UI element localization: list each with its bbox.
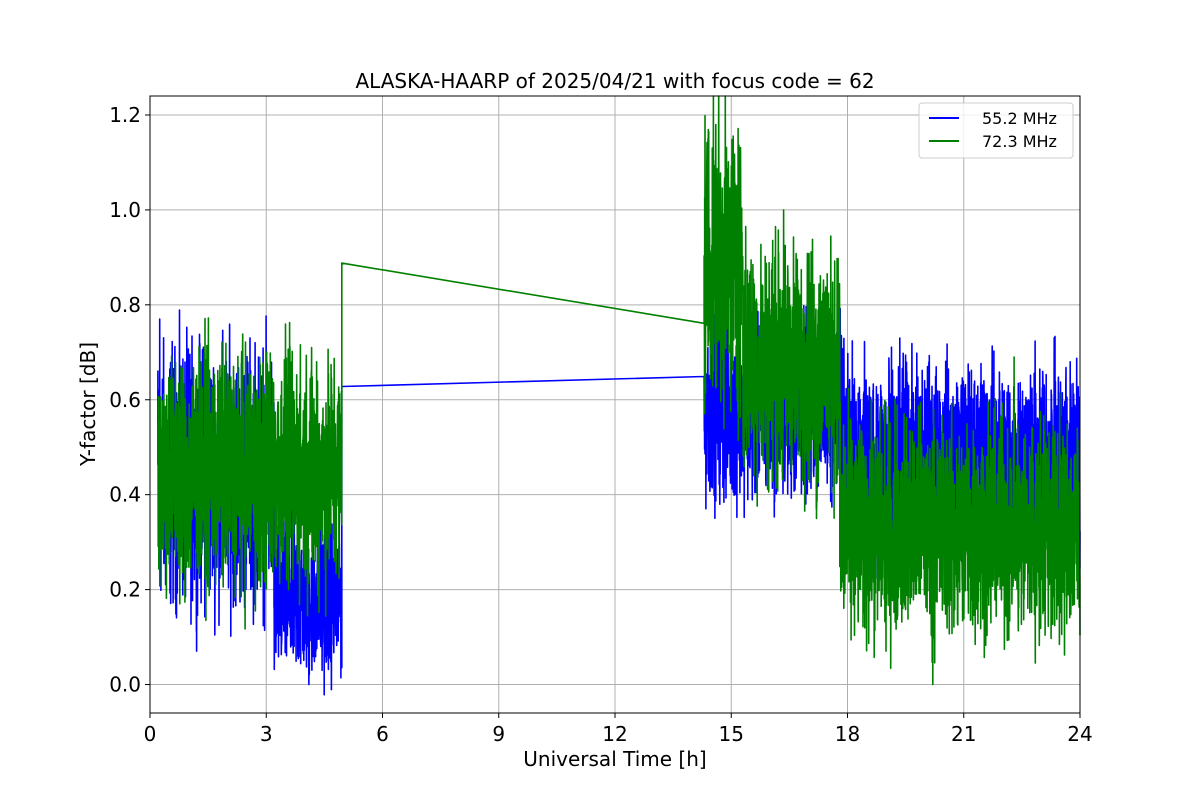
x-tick-label: 24 xyxy=(1067,722,1092,746)
x-tick-label: 21 xyxy=(951,722,976,746)
x-axis-label: Universal Time [h] xyxy=(523,747,706,771)
y-tick-label: 0.2 xyxy=(109,578,141,602)
x-tick-label: 0 xyxy=(144,722,157,746)
legend: 55.2 MHz 72.3 MHz xyxy=(918,102,1074,159)
x-tick-label: 6 xyxy=(376,722,389,746)
y-tick-label: 1.0 xyxy=(109,198,141,222)
x-tick-label: 15 xyxy=(719,722,744,746)
y-axis-label: Y-factor [dB] xyxy=(76,342,100,467)
y-tick-label: 0.4 xyxy=(109,483,141,507)
y-tick-label: 0.0 xyxy=(109,673,141,697)
tick-layer: 0 3 6 9 12 15 18 21 24 0.0 0.2 0.4 0.6 0.8 1.0 1.2 xyxy=(109,103,1093,746)
legend-box xyxy=(918,102,1074,159)
y-tick-label: 0.6 xyxy=(109,388,141,412)
y-tick-label: 1.2 xyxy=(109,103,141,127)
x-tick-label: 12 xyxy=(602,722,627,746)
series-line-72-3-mhz xyxy=(157,95,1081,686)
x-tick-label: 3 xyxy=(260,722,273,746)
chart-title: ALASKA-HAARP of 2025/04/21 with focus co… xyxy=(355,69,874,93)
legend-label-72-3-mhz: 72.3 MHz xyxy=(982,132,1057,151)
series-layer xyxy=(157,95,1081,696)
x-tick-label: 9 xyxy=(492,722,505,746)
x-tick-label: 18 xyxy=(835,722,860,746)
y-tick-label: 0.8 xyxy=(109,293,141,317)
legend-label-55-2-mhz: 55.2 MHz xyxy=(982,109,1057,128)
